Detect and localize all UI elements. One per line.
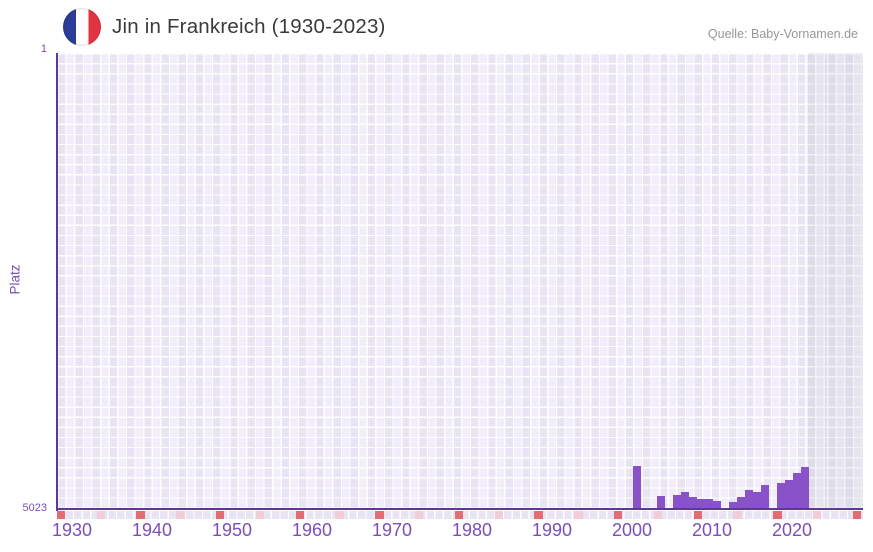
decade-marker: [56, 510, 66, 519]
half-decade-marker: [96, 510, 105, 519]
x-axis-line: [57, 508, 863, 511]
decade-marker: [216, 510, 225, 519]
decade-marker: [693, 510, 702, 519]
decade-marker: [136, 510, 145, 519]
x-tick-label-1950: 1950: [211, 520, 253, 540]
half-decade-marker: [733, 510, 742, 519]
half-decade-marker: [653, 510, 663, 519]
decade-marker: [614, 510, 623, 519]
rank-bar-2010[interactable]: [712, 500, 721, 510]
x-tick-label-2010: 2010: [691, 520, 733, 540]
x-tick-label-1980: 1980: [451, 520, 493, 540]
rank-bar-2008[interactable]: [696, 498, 705, 510]
half-decade-marker: [494, 510, 503, 519]
rank-bar-2003[interactable]: [656, 495, 665, 510]
y-axis-title: Platz: [7, 264, 23, 295]
half-decade-marker: [415, 510, 424, 519]
rank-bar-2018[interactable]: [776, 482, 785, 510]
rank-bar-2006[interactable]: [680, 491, 689, 510]
rank-bar-2012[interactable]: [728, 501, 737, 510]
plot-area: [57, 53, 863, 510]
x-tick-label-2000: 2000: [611, 520, 653, 540]
no-data-region: [808, 53, 863, 510]
decade-marker: [773, 510, 782, 519]
rank-bar-2000[interactable]: [632, 465, 641, 510]
rank-bar-2015[interactable]: [752, 491, 761, 510]
rank-bar-2009[interactable]: [704, 498, 713, 510]
half-decade-marker: [255, 510, 265, 519]
x-tick-label-1960: 1960: [291, 520, 333, 540]
rank-bar-2019[interactable]: [784, 479, 793, 510]
rank-bar-2020[interactable]: [792, 472, 801, 510]
chart-title: Jin in Frankreich (1930-2023): [112, 15, 386, 38]
rank-bar-2005[interactable]: [672, 494, 681, 510]
x-tick-label-1930: 1930: [51, 520, 93, 540]
y-axis-line: [56, 53, 58, 511]
rank-bar-2007[interactable]: [688, 496, 697, 510]
source-credit: Quelle: Baby-Vornamen.de: [707, 27, 858, 41]
decade-marker: [454, 510, 464, 519]
decade-marker: [375, 510, 384, 519]
decade-marker: [534, 510, 543, 519]
chart-header: Jin in Frankreich (1930-2023): [63, 8, 386, 46]
rank-bar-2014[interactable]: [744, 489, 753, 510]
y-tick-worst: 5023: [22, 502, 47, 514]
half-decade-marker: [176, 510, 185, 519]
decade-marker: [295, 510, 304, 519]
half-decade-marker: [574, 510, 583, 519]
x-axis-marker-strip: [56, 510, 863, 519]
x-tick-label-1940: 1940: [131, 520, 173, 540]
rank-bar-2016[interactable]: [760, 484, 769, 510]
x-tick-label-2020: 2020: [771, 520, 813, 540]
half-decade-marker: [335, 510, 344, 519]
rank-bar-2021[interactable]: [800, 466, 809, 510]
rank-bar-2013[interactable]: [736, 496, 745, 510]
half-decade-marker: [813, 510, 822, 519]
decade-marker: [852, 510, 862, 519]
x-tick-label-1970: 1970: [371, 520, 413, 540]
x-tick-label-1990: 1990: [531, 520, 573, 540]
y-tick-best: 1: [40, 43, 47, 55]
france-flag-icon: [63, 8, 101, 46]
